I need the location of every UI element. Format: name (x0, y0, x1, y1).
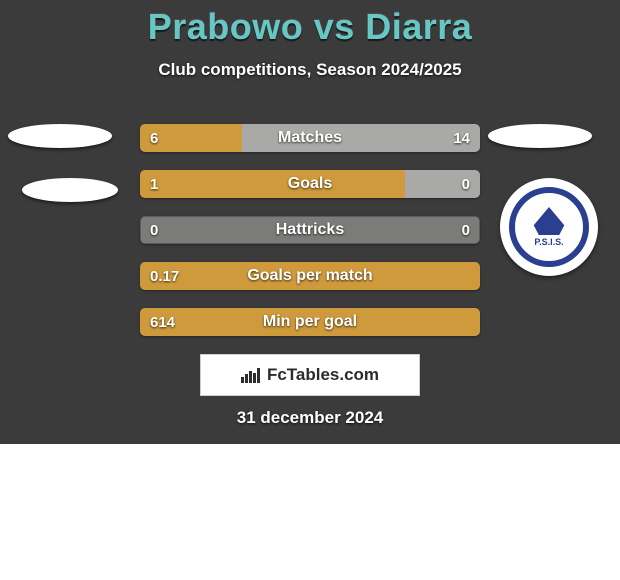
stat-row: Goals10 (140, 170, 480, 198)
right-club-badge: P.S.I.S. (500, 178, 598, 276)
comparison-stage: Prabowo vs Diarra Club competitions, Sea… (0, 0, 620, 444)
stat-bar-left (140, 124, 242, 152)
snapshot-date: 31 december 2024 (0, 408, 620, 428)
brand-box: FcTables.com (200, 354, 420, 396)
stat-bar-left (140, 170, 405, 198)
page-title: Prabowo vs Diarra (0, 0, 620, 48)
brand-text: FcTables.com (267, 365, 379, 385)
club-abbrev: P.S.I.S. (534, 237, 563, 247)
right-player-slot-1 (488, 124, 592, 148)
left-player-slot-2 (22, 178, 118, 202)
left-player-slot-1 (8, 124, 112, 148)
monument-icon (532, 207, 566, 235)
club-badge-inner: P.S.I.S. (509, 187, 589, 267)
bars-icon (241, 367, 261, 383)
stat-value-right: 0 (452, 216, 480, 244)
page-subtitle: Club competitions, Season 2024/2025 (0, 60, 620, 80)
stat-value-left: 0 (140, 216, 168, 244)
stat-row: Goals per match0.17 (140, 262, 480, 290)
stat-bar-right (405, 170, 480, 198)
stat-rows: Matches614 Goals10 Hattricks0 0 Goals per ma… (140, 124, 480, 354)
stat-row: Min per goal614 (140, 308, 480, 336)
stat-bar-left (140, 308, 480, 336)
stat-bar-left (140, 262, 480, 290)
stat-label: Hattricks (140, 216, 480, 244)
stat-bar-right (242, 124, 480, 152)
stat-row: Matches614 (140, 124, 480, 152)
stat-row: Hattricks0 0 (140, 216, 480, 244)
